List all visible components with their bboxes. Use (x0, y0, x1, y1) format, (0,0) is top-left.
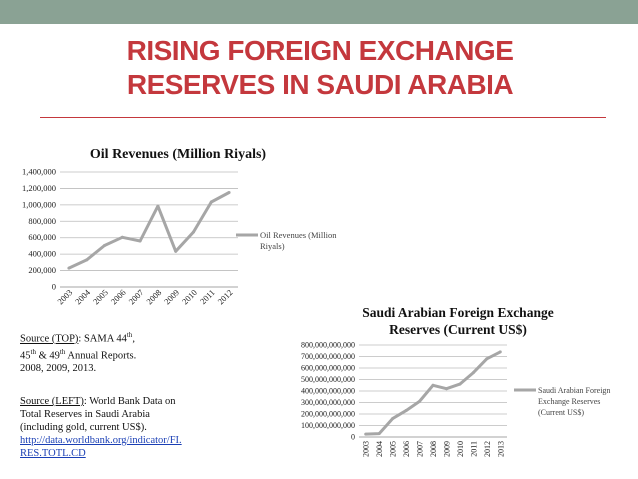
chart-title: Saudi Arabian Foreign Exchange (362, 305, 553, 320)
data-point (485, 357, 489, 361)
legend-label: Exchange Reserves (538, 397, 600, 406)
source-top-text: & 49 (35, 350, 60, 361)
y-tick-label: 1,200,000 (22, 183, 56, 193)
data-point (471, 371, 475, 375)
source-top-text: Annual Reports. (65, 350, 137, 361)
data-point (404, 409, 408, 413)
data-point (174, 249, 178, 253)
legend-label: Saudi Arabian Foreign (538, 386, 610, 395)
source-left-text: Total Reserves in Saudi Arabia (20, 409, 150, 420)
chart-title: Reserves (Current US$) (389, 322, 527, 337)
y-tick-label: 400,000,000,000 (301, 387, 355, 396)
source-left-label: Source (LEFT) (20, 396, 84, 407)
y-tick-label: 1,000,000 (22, 199, 56, 209)
y-tick-label: 100,000,000,000 (301, 421, 355, 430)
superscript: th (126, 331, 133, 339)
data-point (418, 399, 422, 403)
y-tick-label: 0 (52, 282, 56, 292)
slide-title: RISING FOREIGN EXCHANGE RESERVES IN SAUD… (60, 34, 580, 102)
x-tick-label: 2012 (483, 441, 492, 457)
data-point (67, 266, 71, 270)
data-point (103, 244, 106, 248)
x-tick-label: 2008 (429, 441, 438, 457)
data-point (431, 383, 435, 387)
x-tick-label: 2006 (402, 441, 411, 457)
x-tick-label: 2004 (375, 441, 384, 457)
y-tick-label: 300,000,000,000 (301, 398, 355, 407)
worldbank-link-cont[interactable]: RES.TOTL.CD (20, 448, 86, 459)
x-tick-label: 2010 (456, 441, 465, 457)
data-point (120, 235, 124, 239)
x-tick-label: 2003 (362, 441, 371, 457)
data-point (156, 204, 160, 208)
y-tick-label: 400,000 (28, 249, 56, 259)
data-point (391, 417, 395, 421)
chart-title: Oil Revenues (Million Riyals) (90, 147, 267, 162)
data-point (227, 191, 231, 195)
y-tick-label: 1,400,000 (22, 167, 56, 177)
source-top-text: 45 (20, 350, 31, 361)
y-tick-label: 600,000,000,000 (301, 364, 355, 373)
series-line (365, 350, 501, 436)
superscript: th (59, 347, 66, 356)
data-point (498, 350, 502, 354)
legend-label: (Current US$) (538, 408, 584, 417)
source-top-label: Source (TOP) (20, 333, 79, 345)
y-tick-label: 800,000,000,000 (301, 341, 355, 350)
source-left-text: (including gold, current US$). (20, 422, 147, 433)
legend-label: Oil Revenues (Million (260, 230, 337, 240)
y-tick-label: 200,000,000,000 (301, 410, 355, 419)
y-tick-label: 800,000 (28, 216, 56, 226)
data-point (209, 200, 213, 204)
data-point (138, 239, 142, 243)
y-tick-label: 700,000,000,000 (301, 352, 355, 361)
slide-title-line-2: RESERVES IN SAUDI ARABIA (126, 69, 514, 100)
x-tick-label: 2013 (496, 441, 505, 457)
top-bar (0, 0, 638, 24)
source-left-text: : World Bank Data on (83, 396, 176, 407)
series-line (68, 191, 230, 270)
y-tick-label: 600,000 (28, 232, 56, 242)
x-tick-label: 2005 (389, 441, 398, 457)
x-tick-label: 2007 (416, 441, 425, 457)
source-top-note: Source (TOP): SAMA 44th, 45th & 49th Ann… (20, 329, 190, 375)
worldbank-link[interactable]: http://data.worldbank.org/indicator/FI. (20, 435, 182, 446)
slide-title-line-1: RISING FOREIGN EXCHANGE (126, 35, 514, 66)
y-tick-label: 200,000 (28, 265, 56, 275)
x-tick-label: 2011 (469, 441, 478, 457)
data-point (364, 432, 368, 436)
source-top-text: 2008, 2009, 2013. (20, 363, 97, 374)
data-point (85, 258, 89, 262)
source-left-note: Source (LEFT): World Bank Data on Total … (20, 395, 195, 460)
data-point (458, 382, 462, 386)
y-tick-label: 0 (351, 433, 355, 442)
legend-label: Riyals) (260, 241, 285, 251)
y-tick-label: 500,000,000,000 (301, 375, 355, 384)
superscript: th (30, 347, 36, 356)
x-tick-label: 2009 (442, 441, 451, 457)
data-point (192, 230, 195, 234)
data-point (444, 387, 448, 391)
source-top-text: , (132, 333, 135, 345)
source-top-text: : SAMA 44 (78, 333, 127, 345)
data-point (377, 432, 381, 436)
title-divider (40, 117, 606, 118)
